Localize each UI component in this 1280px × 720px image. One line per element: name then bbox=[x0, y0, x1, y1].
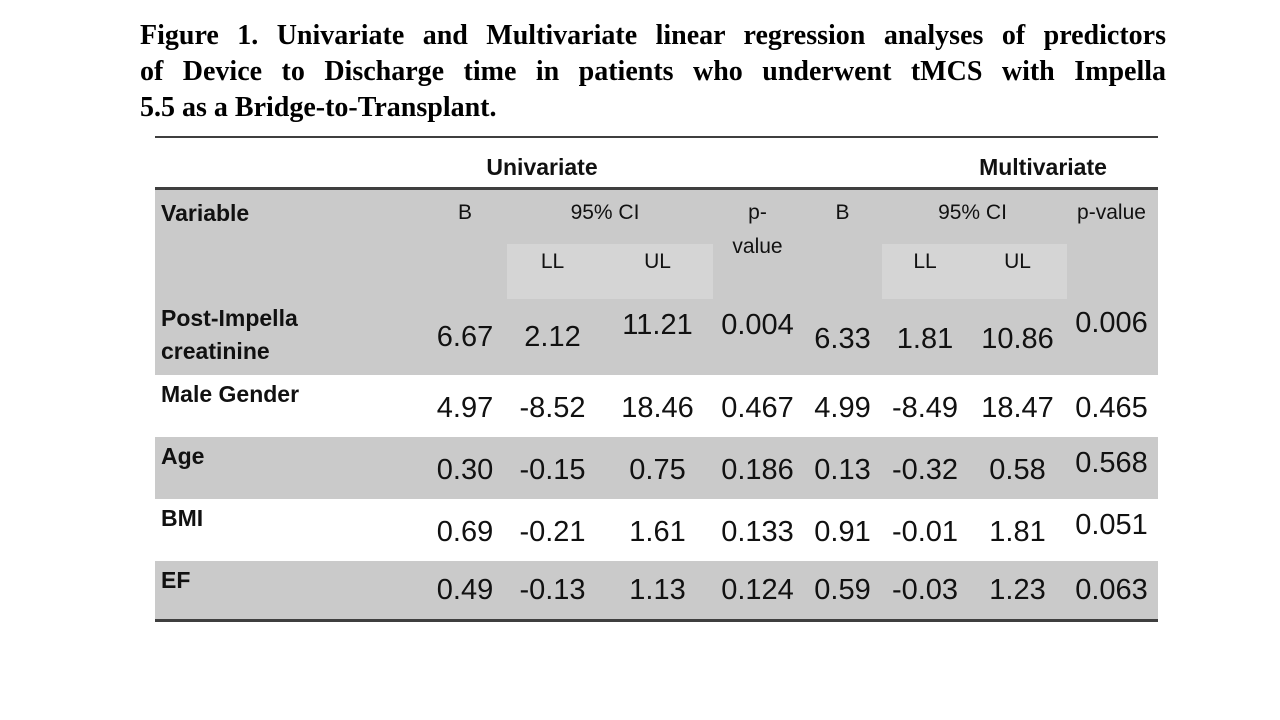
row-label: Post-Impella creatinine bbox=[161, 305, 298, 364]
col-subheader-ul-multivariate: UL bbox=[1004, 250, 1031, 273]
table-group-header-row: Univariate Multivariate bbox=[155, 138, 1158, 187]
table-row-bmi: BMI 0.69 -0.21 1.61 0.133 0.91 -0.01 1.8… bbox=[155, 499, 1158, 561]
cell-uni-b: 6.67 bbox=[436, 321, 494, 353]
cell-uni-ll: -0.21 bbox=[519, 516, 586, 548]
cell-multi-ll: -8.49 bbox=[891, 392, 959, 424]
group-header-univariate: Univariate bbox=[486, 154, 598, 180]
cell-multi-ll: 1.81 bbox=[896, 323, 954, 355]
table-header-row: Variable B 95% CI p- value B 95% CI p-va… bbox=[155, 196, 1158, 264]
cell-uni-ll: -0.15 bbox=[519, 454, 586, 486]
cell-multi-ll: -0.03 bbox=[891, 574, 959, 606]
cell-uni-b: 0.69 bbox=[436, 516, 494, 548]
col-header-p-univariate-line1: p- bbox=[748, 201, 767, 224]
cell-uni-ul: 1.13 bbox=[629, 574, 686, 606]
figure-title-line-1: Figure 1. Univariate and Multivariate li… bbox=[140, 20, 1166, 51]
cell-multi-ul: 1.23 bbox=[989, 574, 1046, 606]
figure-title-line-2: of Device to Discharge time in patients … bbox=[140, 56, 1166, 87]
cell-multi-ul: 0.58 bbox=[989, 454, 1046, 486]
col-subheader-ul-univariate: UL bbox=[644, 250, 671, 273]
cell-multi-b: 0.13 bbox=[814, 454, 871, 486]
cell-multi-ll: -0.01 bbox=[891, 516, 959, 548]
regression-table: Univariate Multivariate Variable B 95% C… bbox=[155, 138, 1158, 622]
cell-multi-b: 0.91 bbox=[814, 516, 871, 548]
cell-uni-b: 0.30 bbox=[436, 454, 494, 486]
cell-multi-b: 0.59 bbox=[814, 574, 871, 606]
col-header-variable: Variable bbox=[161, 200, 250, 226]
table-row-age: Age 0.30 -0.15 0.75 0.186 0.13 -0.32 0.5… bbox=[155, 437, 1158, 499]
cell-uni-ll: 2.12 bbox=[524, 321, 581, 353]
table-row-ef: EF 0.49 -0.13 1.13 0.124 0.59 -0.03 1.23… bbox=[155, 561, 1158, 619]
col-header-ci-multivariate: 95% CI bbox=[938, 201, 1007, 224]
cell-uni-p: 0.467 bbox=[721, 392, 794, 424]
cell-uni-p: 0.004 bbox=[721, 309, 794, 341]
cell-uni-ul: 11.21 bbox=[622, 309, 693, 341]
table-row-male-gender: Male Gender 4.97 -8.52 18.46 0.467 4.99 … bbox=[155, 375, 1158, 437]
row-label: Age bbox=[161, 443, 205, 469]
figure-title-line-3: 5.5 as a Bridge-to-Transplant. bbox=[140, 92, 497, 123]
group-header-multivariate: Multivariate bbox=[979, 154, 1107, 180]
cell-multi-p: 0.568 bbox=[1075, 447, 1148, 479]
ci-subheader-box-univariate bbox=[507, 244, 713, 299]
table-header-band: Variable B 95% CI p- value B 95% CI p-va… bbox=[155, 190, 1158, 375]
cell-uni-b: 0.49 bbox=[436, 574, 494, 606]
row-label: EF bbox=[161, 567, 191, 593]
cell-uni-ll: -0.13 bbox=[519, 574, 586, 606]
table-row-post-impella-creatinine: Post-Impella creatinine 6.67 2.12 11.21 … bbox=[155, 299, 1158, 375]
col-header-p-univariate-line2: value bbox=[732, 235, 783, 258]
cell-uni-ul: 1.61 bbox=[629, 516, 686, 548]
cell-multi-ll: -0.32 bbox=[891, 454, 959, 486]
table-bottom-border bbox=[155, 619, 1158, 622]
cell-multi-p: 0.006 bbox=[1075, 307, 1148, 339]
cell-uni-p: 0.186 bbox=[721, 454, 794, 486]
cell-multi-p: 0.051 bbox=[1075, 509, 1148, 541]
row-label: Male Gender bbox=[161, 381, 300, 407]
cell-multi-p: 0.465 bbox=[1075, 392, 1148, 424]
col-header-b-multivariate: B bbox=[835, 201, 850, 224]
cell-uni-ll: -8.52 bbox=[519, 392, 586, 424]
figure-title: Figure 1. Univariate and Multivariate li… bbox=[140, 18, 1166, 126]
table-subheader-row: LL UL LL UL bbox=[155, 250, 1158, 274]
cell-multi-b: 6.33 bbox=[814, 323, 871, 355]
cell-multi-ul: 10.86 bbox=[981, 323, 1054, 355]
col-header-b-univariate: B bbox=[457, 201, 472, 224]
cell-uni-b: 4.97 bbox=[436, 392, 494, 424]
table-top-border bbox=[155, 187, 1158, 190]
row-label: BMI bbox=[161, 505, 204, 531]
cell-uni-ul: 18.46 bbox=[621, 392, 694, 424]
title-divider-line bbox=[155, 136, 1158, 138]
cell-uni-p: 0.124 bbox=[721, 574, 794, 606]
col-subheader-ll-multivariate: LL bbox=[913, 250, 937, 273]
cell-uni-ul: 0.75 bbox=[629, 454, 686, 486]
cell-multi-ul: 18.47 bbox=[981, 392, 1054, 424]
col-subheader-ll-univariate: LL bbox=[540, 250, 565, 273]
cell-multi-ul: 1.81 bbox=[989, 516, 1046, 548]
col-header-p-multivariate: p-value bbox=[1077, 201, 1146, 224]
cell-multi-b: 4.99 bbox=[814, 392, 871, 424]
col-header-ci-univariate: 95% CI bbox=[570, 201, 640, 224]
cell-multi-p: 0.063 bbox=[1075, 574, 1148, 606]
col-header-p-univariate: p- value bbox=[710, 196, 805, 264]
ci-subheader-box-multivariate bbox=[882, 244, 1067, 299]
cell-uni-p: 0.133 bbox=[721, 516, 794, 548]
